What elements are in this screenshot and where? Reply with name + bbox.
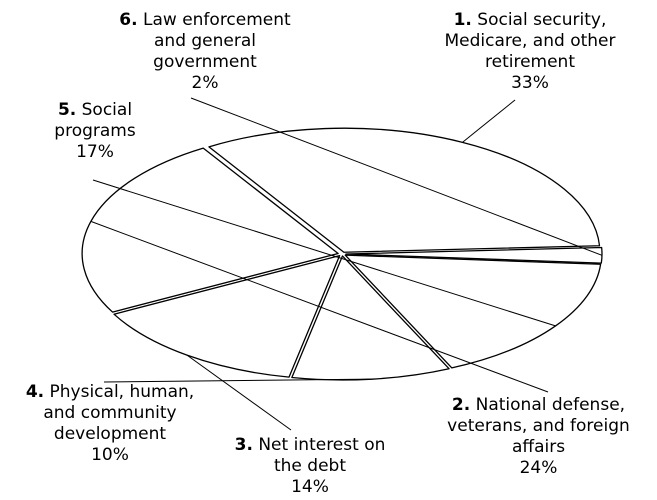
slice-text: Law enforcement [143, 10, 291, 30]
leader-line-2 [90, 220, 549, 393]
slice-number: 5. [57, 100, 77, 120]
slice-text: Social security, [477, 10, 607, 30]
slice-text: Social [81, 100, 133, 120]
slice-label-4: 4. Physical, human, and community develo… [0, 382, 220, 466]
leader-line-6 [190, 97, 603, 256]
leader-line-5 [92, 179, 556, 327]
slice-text: programs [54, 121, 136, 141]
pie-slice-1 [208, 127, 601, 253]
leader-line-4 [103, 378, 372, 383]
slice-number: 3. [234, 435, 253, 455]
slice-text: Physical, human, [49, 382, 195, 402]
slice-label-1: 1. Social security, Medicare, and other … [410, 10, 650, 94]
slice-percent: 10% [91, 445, 129, 465]
slice-label-5: 5. Social programs 17% [20, 100, 170, 163]
slice-text: Medicare, and other [444, 31, 616, 51]
slice-text: Net interest on [258, 435, 386, 455]
slice-text: and community [43, 403, 177, 423]
leader-line-3 [186, 354, 292, 431]
slice-percent: 14% [291, 477, 329, 497]
slice-label-6: 6. Law enforcement and general governmen… [85, 10, 325, 94]
slice-label-3: 3. Net interest on the debt 14% [215, 435, 405, 498]
slice-text: retirement [485, 52, 575, 72]
slice-text: National defense, [475, 395, 626, 415]
slice-percent: 24% [519, 458, 558, 478]
slice-text: veterans, and foreign [447, 416, 630, 436]
slice-label-2: 2. National defense, veterans, and forei… [420, 395, 657, 479]
slice-number: 2. [451, 395, 471, 415]
slice-number: 6. [119, 10, 138, 30]
leader-lines [90, 97, 603, 431]
slice-text: and general [154, 31, 256, 51]
leader-line-1 [462, 99, 516, 143]
slice-percent: 17% [76, 142, 114, 162]
slice-number: 1. [453, 10, 472, 30]
slice-text: affairs [511, 437, 566, 457]
slice-number: 4. [25, 382, 45, 402]
pie-slice-tops [81, 127, 603, 381]
slice-percent: 2% [191, 73, 219, 93]
slice-percent: 33% [511, 73, 549, 93]
slice-text: development [53, 424, 167, 444]
slice-text: government [153, 52, 257, 72]
slice-text: the debt [273, 456, 346, 476]
